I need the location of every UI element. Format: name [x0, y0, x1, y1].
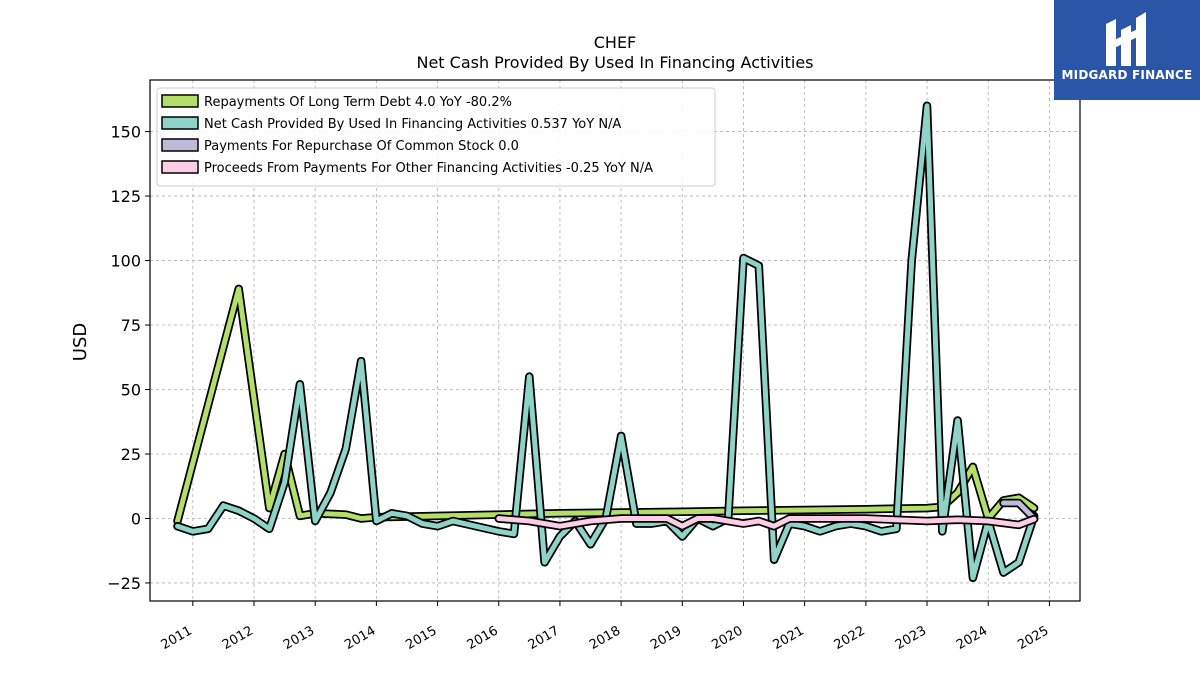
- x-tick-label: 2023: [893, 623, 929, 653]
- x-tick-label: 2021: [771, 623, 807, 653]
- x-tick-label: 2024: [954, 623, 990, 653]
- legend-entry-2: Payments For Repurchase Of Common Stock …: [204, 139, 519, 154]
- x-tick-label: 2015: [403, 623, 439, 653]
- legend-swatch-0: [161, 94, 199, 108]
- chart-title: CHEF: [594, 33, 637, 52]
- chart-subtitle: Net Cash Provided By Used In Financing A…: [416, 53, 813, 72]
- series-line-1: [175, 103, 1037, 581]
- x-tick-label: 2016: [465, 623, 501, 653]
- y-tick-label: 125: [110, 187, 141, 206]
- legend-entry-0: Repayments Of Long Term Debt 4.0 YoY -80…: [204, 95, 512, 110]
- x-tick-label: 2018: [587, 623, 623, 653]
- y-tick-label: 75: [121, 316, 141, 335]
- series-line-3: [496, 516, 1037, 529]
- brand-logo: MIDGARD FINANCE: [1054, 0, 1200, 100]
- y-tick-label: 25: [121, 445, 141, 464]
- x-tick-label: 2012: [220, 623, 256, 653]
- y-tick-label: 0: [131, 509, 141, 528]
- legend-swatch-1: [161, 116, 199, 130]
- series-lines: [173, 101, 1039, 583]
- brand-name: MIDGARD FINANCE: [1061, 68, 1193, 82]
- y-axis-label: USD: [70, 323, 91, 361]
- legend-box: [156, 87, 716, 187]
- series-line-0: [175, 286, 1037, 524]
- x-tick-label: 2019: [648, 623, 684, 653]
- x-tick-label: 2011: [159, 623, 195, 653]
- x-tick-label: 2014: [342, 623, 378, 653]
- x-tick-label: 2022: [832, 623, 868, 653]
- x-tick-label: 2013: [281, 623, 317, 653]
- brand-mark-icon: [1106, 12, 1146, 66]
- legend-swatch-2: [161, 138, 199, 152]
- series-line-2: [1001, 500, 1037, 521]
- legend-swatch-3: [161, 160, 199, 174]
- y-tick-label: 100: [110, 252, 141, 271]
- y-tick-label: 150: [110, 123, 141, 142]
- legend: Repayments Of Long Term Debt 4.0 YoY -80…: [156, 87, 716, 187]
- legend-entry-3: Proceeds From Payments For Other Financi…: [204, 161, 653, 176]
- x-tick-label: 2020: [709, 623, 745, 653]
- legend-entry-1: Net Cash Provided By Used In Financing A…: [204, 117, 621, 132]
- x-tick-label: 2017: [526, 623, 562, 653]
- y-tick-label: 50: [121, 381, 141, 400]
- plot-frame: [149, 79, 1081, 602]
- x-tick-label: 2025: [1015, 623, 1051, 653]
- y-tick-label: −25: [107, 574, 141, 593]
